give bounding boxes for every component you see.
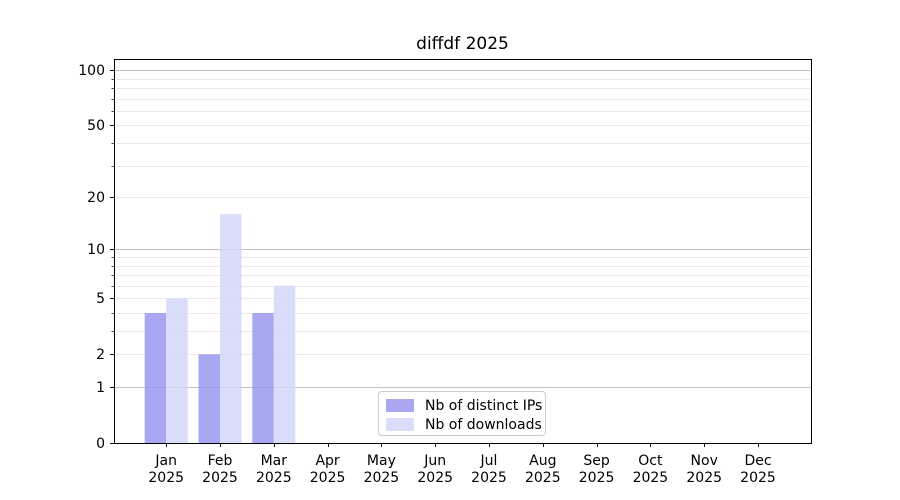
x-tick-label-year: 2025 xyxy=(256,470,292,486)
x-tick-label-year: 2025 xyxy=(579,470,615,486)
y-tick-label: 10 xyxy=(87,242,105,258)
x-tick-label-year: 2025 xyxy=(417,470,453,486)
x-tick-label-month: Aug xyxy=(529,453,556,469)
y-tick-label: 5 xyxy=(96,291,105,307)
bar-feb-distinct-ips xyxy=(198,354,220,443)
y-tick-label: 1 xyxy=(96,380,105,396)
x-tick-label-month: Jan xyxy=(154,453,177,469)
x-tick-label-year: 2025 xyxy=(686,470,722,486)
bar-mar-distinct-ips xyxy=(252,312,274,443)
legend-label-downloads: Nb of downloads xyxy=(425,416,542,433)
axes-box xyxy=(114,59,812,444)
bar-jan-downloads xyxy=(166,298,188,443)
x-tick-label-month: Jul xyxy=(480,453,498,469)
legend-swatch-downloads xyxy=(386,418,414,431)
x-tick-label-month: Nov xyxy=(691,453,718,469)
y-tick-label: 100 xyxy=(78,63,105,79)
legend-item-distinct-ips: Nb of distinct IPs xyxy=(386,396,545,415)
x-tick-label-year: 2025 xyxy=(525,470,561,486)
y-tick-label: 2 xyxy=(96,347,105,363)
x-tick-label-month: Apr xyxy=(315,453,339,469)
x-tick-label-year: 2025 xyxy=(740,470,776,486)
y-tick-label: 20 xyxy=(87,190,105,206)
x-tick-label-month: Oct xyxy=(638,453,663,469)
x-tick-label-year: 2025 xyxy=(364,470,400,486)
x-tick-label-month: Dec xyxy=(744,453,771,469)
x-tick-label-month: Feb xyxy=(208,453,233,469)
x-tick-label-month: Jun xyxy=(423,453,446,469)
x-tick-label-month: Sep xyxy=(583,453,610,469)
legend-label-distinct-ips: Nb of distinct IPs xyxy=(425,397,543,414)
legend-swatch-distinct-ips xyxy=(386,399,414,412)
y-tick-label: 0 xyxy=(96,436,105,452)
x-tick-label-year: 2025 xyxy=(310,470,346,486)
x-tick-label-year: 2025 xyxy=(148,470,184,486)
x-tick-label-year: 2025 xyxy=(471,470,507,486)
chart-title: diffdf 2025 xyxy=(416,34,509,54)
bar-mar-downloads xyxy=(273,285,296,443)
bar-feb-downloads xyxy=(220,214,242,443)
x-tick-label-year: 2025 xyxy=(633,470,669,486)
legend-item-downloads: Nb of downloads xyxy=(386,415,545,434)
y-tick-label: 50 xyxy=(87,118,105,134)
legend: Nb of distinct IPs Nb of downloads xyxy=(378,391,546,436)
x-tick-label-year: 2025 xyxy=(202,470,238,486)
x-tick-label-month: May xyxy=(367,453,396,469)
bar-jan-distinct-ips xyxy=(144,312,167,443)
x-tick-label-month: Mar xyxy=(261,453,288,469)
